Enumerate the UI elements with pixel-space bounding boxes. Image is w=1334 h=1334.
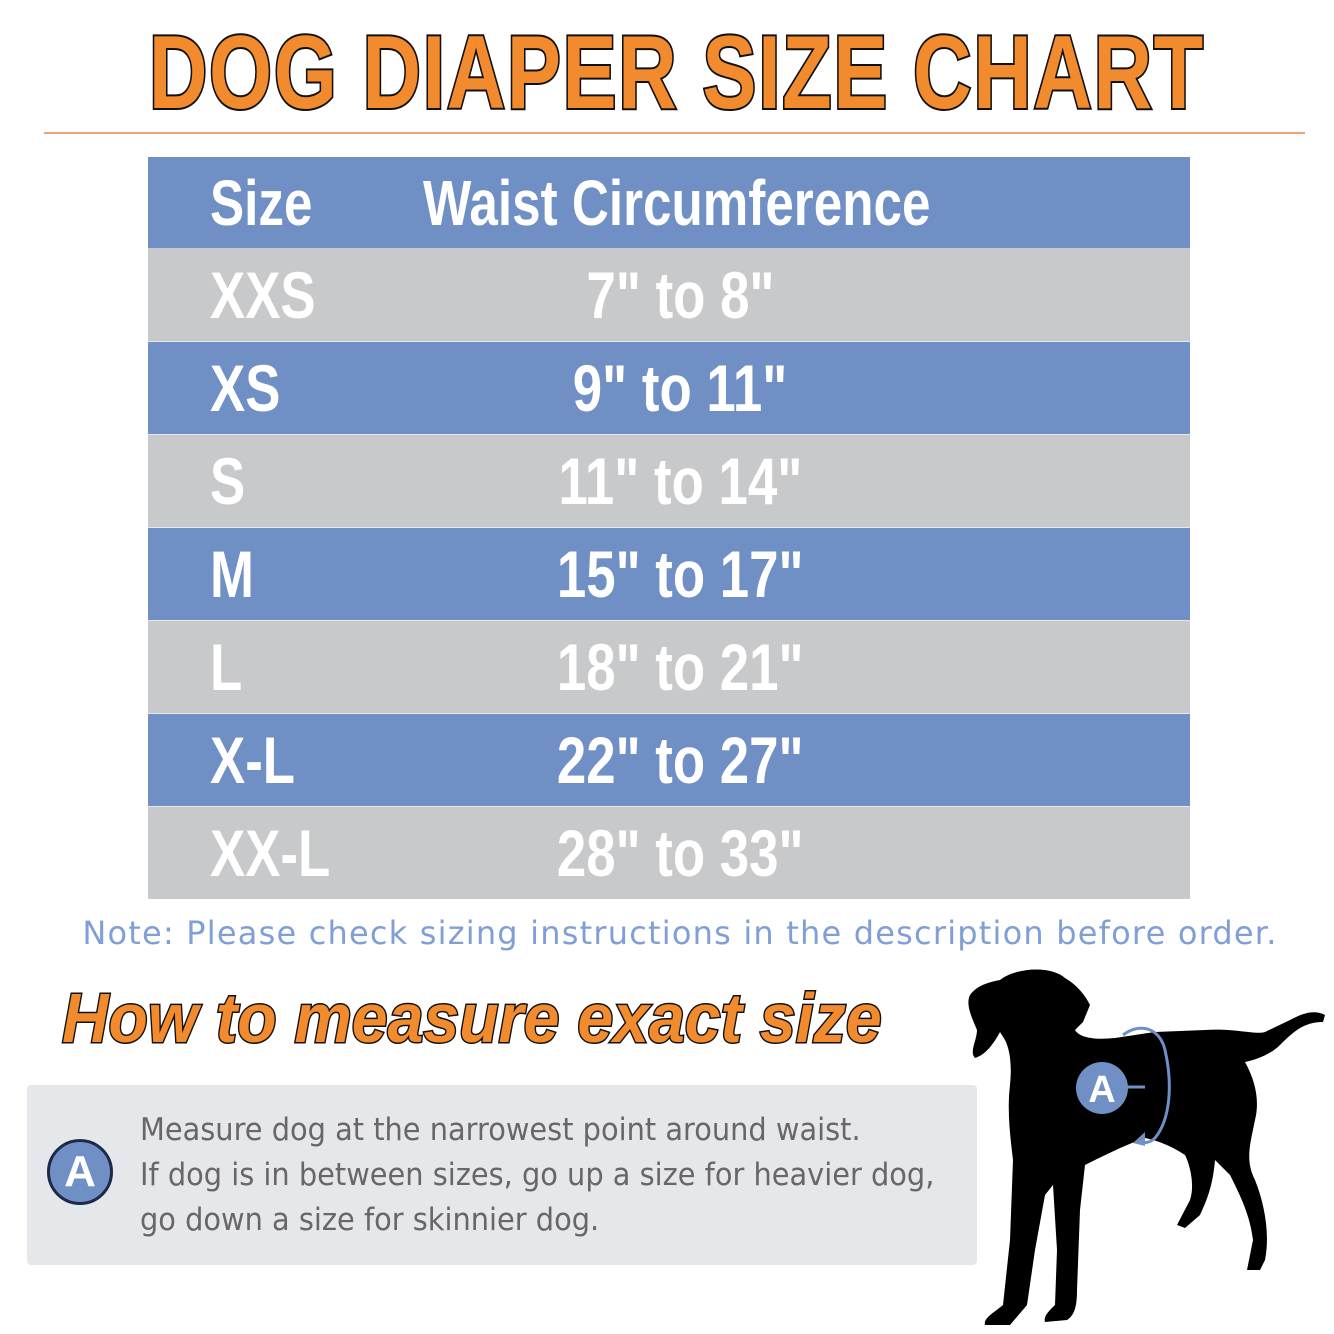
badge-a: A	[47, 1139, 113, 1205]
waist-cell: 18" to 21"	[556, 630, 804, 704]
header-waist: Waist Circumference	[423, 166, 931, 239]
how-to-heading: How to measure exact size	[61, 978, 883, 1059]
table-row: L 18" to 21"	[148, 620, 1190, 713]
waist-cell: 22" to 27"	[556, 723, 804, 797]
instructions-box	[27, 1085, 977, 1265]
waist-cell: 9" to 11"	[572, 351, 788, 425]
size-cell: L	[210, 630, 243, 704]
table-row: XX-L 28" to 33"	[148, 806, 1190, 899]
size-cell: XS	[210, 351, 281, 425]
size-cell: XX-L	[210, 816, 331, 890]
waist-cell: 7" to 8"	[586, 257, 774, 332]
table-header: Size Waist Circumference	[148, 157, 1190, 248]
size-cell: X-L	[210, 723, 296, 797]
header-size: Size	[210, 166, 313, 239]
dog-marker-label: A	[1088, 1069, 1115, 1111]
table-row: X-L 22" to 27"	[148, 713, 1190, 806]
table-row: M 15" to 17"	[148, 527, 1190, 620]
instruction-line: If dog is in between sizes, go up a size…	[140, 1157, 935, 1193]
size-cell: S	[210, 444, 246, 518]
instruction-line: Measure dog at the narrowest point aroun…	[140, 1112, 861, 1148]
waist-cell: 28" to 33"	[556, 816, 804, 890]
size-cell: XXS	[210, 257, 316, 332]
size-cell: M	[210, 537, 254, 611]
waist-cell: 11" to 14"	[558, 444, 802, 518]
table-row: XS 9" to 11"	[148, 341, 1190, 434]
dog-silhouette-icon: A	[968, 969, 1325, 1325]
waist-cell: 15" to 17"	[556, 537, 804, 611]
size-table: Size Waist Circumference XXS 7" to 8" XS 9"…	[148, 157, 1190, 899]
divider	[44, 132, 1305, 134]
table-row: S 11" to 14"	[148, 434, 1190, 527]
note-text: Note: Please check sizing instructions i…	[82, 914, 1278, 952]
table-row: XXS 7" to 8"	[148, 248, 1190, 341]
page-title: DOG DIAPER SIZE CHART	[147, 13, 1205, 133]
instruction-line: go down a size for skinnier dog.	[140, 1202, 600, 1238]
instructions-text: Measure dog at the narrowest point aroun…	[140, 1108, 994, 1243]
